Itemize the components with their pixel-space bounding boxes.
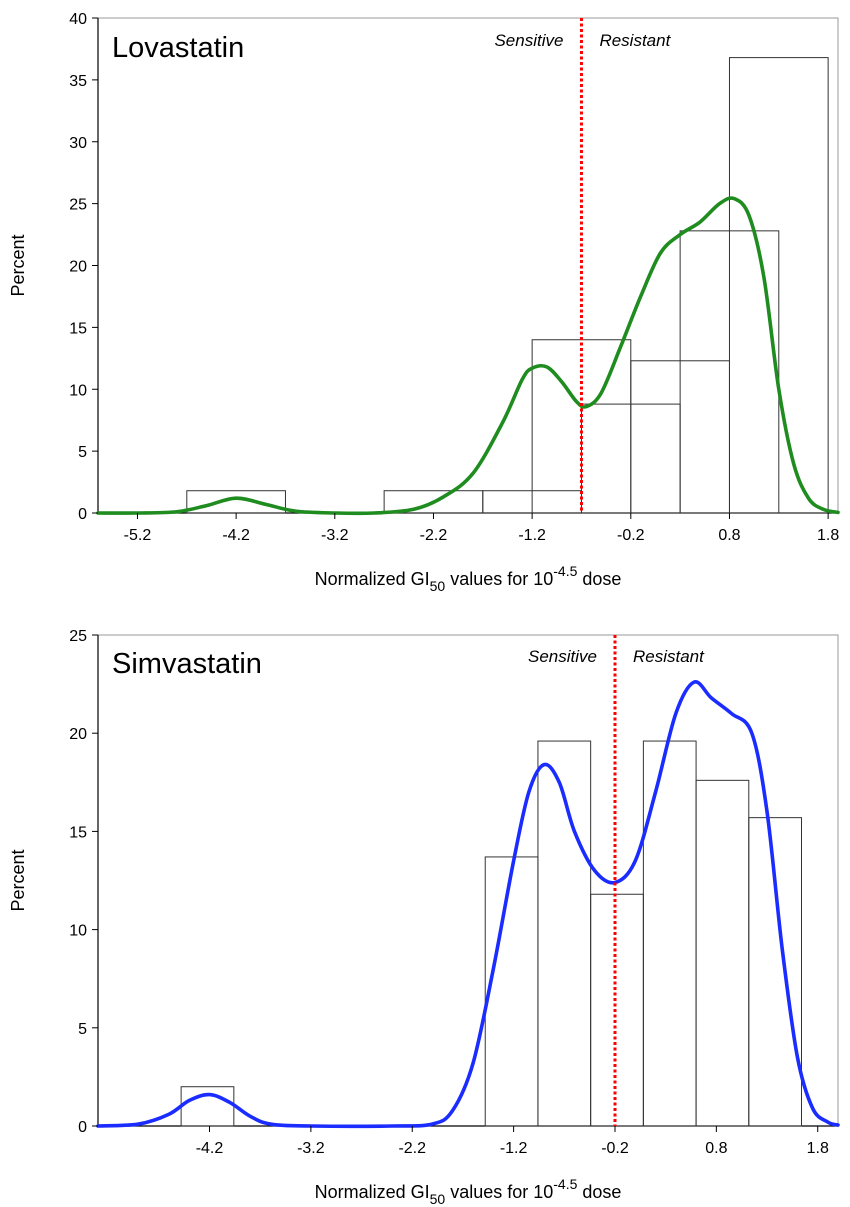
sensitive-label: Sensitive xyxy=(528,647,597,666)
y-tick-label: 5 xyxy=(78,444,87,461)
y-tick-label: 15 xyxy=(69,824,87,841)
x-tick-label: -5.2 xyxy=(124,527,152,544)
x-tick-label: -2.2 xyxy=(420,527,448,544)
x-tick-label: -1.2 xyxy=(500,1140,528,1157)
density-curve xyxy=(96,196,840,516)
y-tick-label: 5 xyxy=(78,1021,87,1038)
x-axis-title: Normalized GI50 values for 10-4.5 dose xyxy=(315,563,622,594)
y-tick-label: 30 xyxy=(69,135,87,152)
x-axis-title: Normalized GI50 values for 10-4.5 dose xyxy=(315,1176,622,1207)
histogram-bar xyxy=(484,856,539,1127)
x-tick-label: 0.8 xyxy=(718,527,740,544)
chart-title: Simvastatin xyxy=(112,648,262,680)
x-tick-label: -1.2 xyxy=(518,527,546,544)
histogram-bar xyxy=(186,490,286,514)
y-tick-label: 20 xyxy=(69,259,87,276)
x-tick-label: 0.8 xyxy=(705,1140,727,1157)
y-tick-label: 0 xyxy=(78,506,87,523)
x-tick-label: -4.2 xyxy=(196,1140,224,1157)
sensitive-label: Sensitive xyxy=(494,31,563,50)
y-tick-label: 0 xyxy=(78,1119,87,1136)
y-axis-title: Percent xyxy=(8,234,28,296)
x-tick-label: -4.2 xyxy=(222,527,250,544)
y-axis-title: Percent xyxy=(8,849,28,911)
y-tick-label: 10 xyxy=(69,382,87,399)
chart-title: Lovastatin xyxy=(112,32,244,64)
y-tick-label: 15 xyxy=(69,320,87,337)
x-tick-label: -0.2 xyxy=(601,1140,629,1157)
y-tick-label: 25 xyxy=(69,628,87,645)
chart-panel-1: 0 5 10 15 20 25 30 35 40 -5.2 -4.2 -3.2 -2.2 -1.2 -0.2… xyxy=(8,11,840,594)
histogram-bar xyxy=(695,779,750,1127)
histogram-bar xyxy=(642,740,697,1127)
histogram-bar xyxy=(728,57,829,514)
chart-panel-2: 0 5 10 15 20 25 -4.2 -3.2 -2.2 -1.2 -0.2 0.8 1.8 Simv… xyxy=(8,628,840,1207)
x-tick-label: 1.8 xyxy=(807,1140,829,1157)
histogram-bar xyxy=(590,893,644,1127)
density-curve xyxy=(96,680,840,1129)
x-tick-label: -0.2 xyxy=(617,527,645,544)
y-tick-label: 25 xyxy=(69,197,87,214)
y-tick-label: 20 xyxy=(69,726,87,743)
x-tick-label: -3.2 xyxy=(297,1140,325,1157)
x-tick-label: -3.2 xyxy=(321,527,349,544)
resistant-label: Resistant xyxy=(599,31,671,50)
y-tick-label: 10 xyxy=(69,923,87,940)
plot-frame xyxy=(97,17,839,514)
y-tick-label: 35 xyxy=(69,73,87,90)
y-tick-label: 40 xyxy=(69,11,87,28)
resistant-label: Resistant xyxy=(633,647,705,666)
x-tick-label: 1.8 xyxy=(817,527,839,544)
histogram-bar xyxy=(748,817,803,1127)
histogram-bar xyxy=(180,1086,235,1127)
x-tick-label: -2.2 xyxy=(398,1140,426,1157)
